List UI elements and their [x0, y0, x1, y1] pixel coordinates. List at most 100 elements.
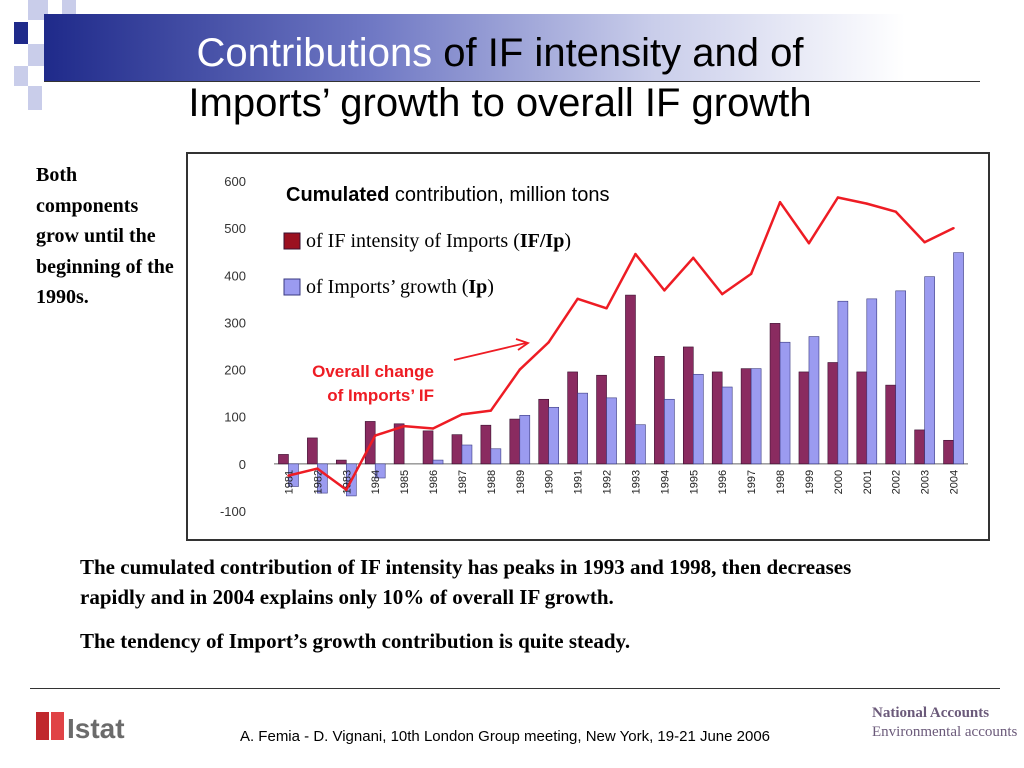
x-tick-label: 1998 — [775, 470, 787, 494]
bar-if-intensity — [567, 371, 578, 465]
deco-square — [14, 22, 28, 44]
overall-change-point — [460, 413, 464, 416]
corner-note: National Accounts Environmental accounts — [872, 704, 1022, 742]
citation: A. Femia - D. Vignani, 10th London Group… — [239, 728, 771, 745]
y-tick-label: 100 — [224, 410, 246, 425]
x-tick-label: 2000 — [833, 470, 845, 494]
logo-text: Istat — [67, 713, 125, 744]
overall-change-point — [721, 292, 724, 296]
overall-change-point — [807, 242, 811, 245]
overall-change-point — [692, 256, 695, 260]
bar-if-intensity — [422, 430, 434, 465]
x-tick-label: 1995 — [688, 470, 700, 494]
bar-imports-growth — [750, 368, 762, 465]
bar-if-intensity — [538, 398, 550, 465]
y-tick-label: 200 — [224, 363, 246, 378]
x-tick-label: 1986 — [428, 470, 440, 494]
caption-paragraph-1: The cumulated contribution of IF intensi… — [80, 555, 852, 609]
overall-change-point — [749, 272, 753, 276]
bar-imports-growth — [692, 373, 704, 465]
bar-imports-growth — [519, 414, 531, 465]
bar-imports-growth — [432, 459, 444, 465]
x-tick-label: 1994 — [659, 470, 671, 494]
title-line-1: of IF intensity and of — [432, 31, 804, 75]
overall-change-point — [836, 196, 840, 199]
x-tick-label: 1996 — [717, 470, 729, 494]
bar-if-intensity — [480, 424, 492, 465]
footer-rule — [30, 688, 1000, 689]
deco-square — [28, 44, 48, 66]
bar-if-intensity — [798, 371, 810, 465]
bar-imports-growth — [664, 398, 675, 465]
bar-if-intensity — [914, 429, 925, 465]
x-tick-label: 2002 — [891, 470, 903, 494]
caption: The cumulated contribution of IF intensi… — [80, 552, 880, 670]
overall-change-point — [663, 289, 666, 292]
y-tick-label: -100 — [220, 504, 246, 519]
corner-note-rest: Environmental accounts — [872, 724, 1018, 740]
bar-if-intensity — [596, 374, 607, 465]
bar-if-intensity — [509, 418, 521, 465]
legend-label-if-intensity: of IF intensity of Imports (IF/Ip) — [306, 230, 571, 252]
header-band — [44, 14, 980, 82]
legend-swatch-imports — [283, 278, 301, 296]
x-tick-label: 2004 — [949, 470, 961, 494]
bar-imports-growth — [606, 397, 617, 465]
bar-imports-growth — [866, 298, 878, 465]
annotation-arrowhead — [515, 338, 530, 351]
x-tick-label: 1984 — [370, 470, 382, 494]
x-tick-label: 1997 — [746, 470, 758, 494]
bar-imports-growth — [924, 276, 935, 465]
bar-if-intensity — [335, 459, 347, 465]
x-tick-label: 1981 — [283, 470, 295, 494]
legend-label-imports: of Imports’ growth (Ip) — [306, 276, 494, 298]
overall-change-point — [374, 434, 377, 437]
x-tick-label: 1982 — [312, 470, 324, 494]
y-tick-label: 0 — [239, 457, 246, 472]
bar-if-intensity — [307, 437, 318, 465]
bar-if-intensity — [885, 384, 897, 465]
bar-imports-growth — [635, 424, 646, 465]
overall-change-point — [605, 307, 608, 310]
bar-if-intensity — [625, 294, 636, 465]
deco-square — [14, 66, 28, 86]
bar-imports-growth — [721, 386, 733, 465]
bar-imports-growth — [808, 336, 820, 465]
bar-if-intensity — [856, 371, 868, 465]
bar-if-intensity — [769, 323, 781, 465]
bar-imports-growth — [317, 463, 328, 494]
bar-imports-growth — [490, 448, 502, 465]
x-tick-label: 1993 — [630, 470, 642, 494]
x-tick-label: 2001 — [862, 470, 874, 494]
bar-imports-growth — [895, 290, 907, 465]
bar-imports-growth — [837, 300, 849, 465]
overall-change-point — [316, 467, 319, 470]
x-tick-label: 1991 — [573, 470, 585, 494]
overall-change-line — [288, 196, 955, 492]
bar-if-intensity — [711, 371, 723, 465]
bar-imports-growth — [577, 392, 588, 465]
bar-if-intensity — [451, 434, 463, 465]
title-line-2: Imports’ growth to overall IF growth — [188, 81, 812, 125]
istat-logo: Istat — [36, 708, 146, 749]
overall-change-point — [345, 488, 348, 491]
bar-if-intensity — [740, 368, 752, 465]
deco-square — [28, 0, 48, 20]
bar-imports-growth — [953, 252, 964, 465]
x-tick-label: 1992 — [602, 470, 614, 494]
bar-imports-growth — [374, 463, 386, 479]
bar-if-intensity — [943, 439, 954, 465]
annotation-label: Overall change — [312, 362, 434, 381]
overall-change-point — [287, 474, 290, 477]
deco-square — [28, 86, 42, 110]
overall-change-point — [952, 226, 955, 230]
bar-if-intensity — [682, 346, 694, 465]
caption-paragraph-2: The tendency of Import’s growth contribu… — [80, 629, 631, 653]
overall-change-point — [634, 252, 637, 256]
header-rule — [44, 81, 980, 82]
y-tick-label: 600 — [224, 174, 246, 189]
overall-change-point — [547, 341, 550, 344]
y-tick-label: 400 — [224, 268, 246, 283]
x-tick-label: 1987 — [457, 470, 469, 494]
x-tick-label: 1989 — [515, 470, 527, 494]
